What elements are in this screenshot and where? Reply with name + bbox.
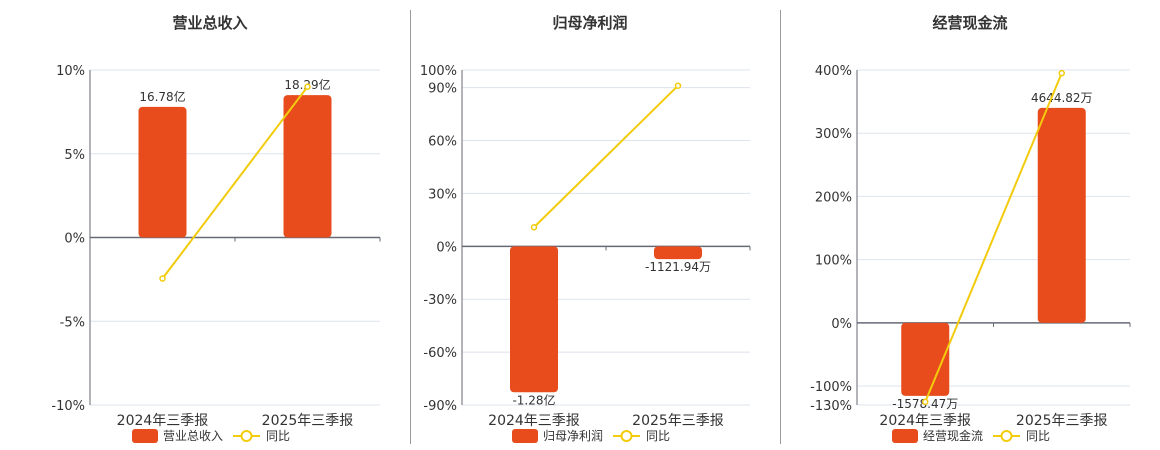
bar [138,106,187,238]
legend-bar-swatch [132,429,158,443]
bar [510,246,558,393]
chart-title: 归母净利润 [552,14,628,32]
legend-line-marker [240,430,253,442]
y-tick-label: -10% [51,399,85,414]
line-point [304,83,311,90]
revenue-chart: 10%5%0%-5%-10%16.78亿2024年三季报18.29亿2025年三… [51,64,381,443]
y-tick-label: 100% [815,254,852,269]
panel-divider [780,10,781,444]
bar [654,246,702,260]
bar-data-label: 16.78亿 [139,89,185,104]
legend-line-marker [620,430,633,442]
y-tick-label: 0% [436,240,457,255]
y-tick-label: 300% [815,127,852,142]
y-tick-label: -30% [423,293,457,308]
legend-bar-label: 营业总收入 [163,429,223,443]
chart-panel-net-profit: 归母净利润 100% 90% 60% 30% 0% -30% -60% -90% -1.28亿 2… [400,0,780,450]
y-tick-label: 10% [56,64,85,79]
x-tick-label: 2024年三季报 [488,413,580,429]
y-tick-label: -90% [423,399,457,414]
legend-line-marker [1000,430,1013,442]
y-tick-label: 0% [64,232,85,247]
cash-flow-chart: 400%300%200%100%0%-100%-130%-1578.47万202… [810,64,1131,443]
bar-data-label: -1121.94万 [645,260,711,274]
y-tick-label: 100% [420,64,457,79]
bar [1037,107,1086,323]
line-point [1058,69,1065,77]
line-series [533,84,679,228]
chart-title: 营业总收入 [172,14,248,32]
y-tick-label: 0% [831,317,852,332]
line-series [161,86,309,280]
x-tick-label: 2024年三季报 [117,413,209,429]
line-point [674,82,682,89]
y-tick-label: 90% [428,82,457,97]
y-tick-label: 400% [815,64,852,79]
x-tick-label: 2025年三季报 [632,413,724,429]
y-tick-label: -130% [810,399,852,414]
y-tick-label: -5% [60,315,85,330]
legend-bar-label: 归母净利润 [543,429,603,443]
legend-bar-swatch [892,429,918,443]
x-tick-label: 2025年三季报 [1016,413,1108,429]
y-tick-label: 30% [428,187,457,202]
y-tick-label: -60% [423,346,457,361]
bar-data-label: 4644.82万 [1031,91,1093,105]
bar-data-label: -1.28亿 [512,392,555,407]
y-tick-label: 200% [815,190,852,205]
bar [283,95,332,238]
legend-bar-label: 经营现金流 [923,428,983,443]
y-tick-label: 60% [428,135,457,150]
y-tick-label: -100% [810,380,852,395]
bar [901,322,950,396]
legend-line-label: 同比 [1026,429,1050,443]
line-point [922,398,929,406]
y-tick-label: 5% [64,148,85,163]
legend-bar-swatch [512,429,538,443]
chart-panel-revenue: 营业总收入 10%5%0%-5%-10%16.78亿2024年三季报18.29亿… [20,0,400,450]
chart-title: 经营现金流 [932,14,1008,32]
x-tick-label: 2025年三季报 [262,413,354,429]
line-point [530,224,538,231]
legend-line-label: 同比 [646,429,670,443]
panel-divider [410,10,411,444]
chart-panel-cash-flow: 经营现金流 400%300%200%100%0%-100%-130%-1578.… [780,0,1160,450]
x-tick-label: 2024年三季报 [879,413,971,429]
net-profit-chart: 100% 90% 60% 30% 0% -30% -60% -90% -1.28亿 2024年三季… [420,64,751,443]
line-point [159,275,166,282]
legend-line-label: 同比 [266,429,290,443]
line-series [924,72,1063,403]
